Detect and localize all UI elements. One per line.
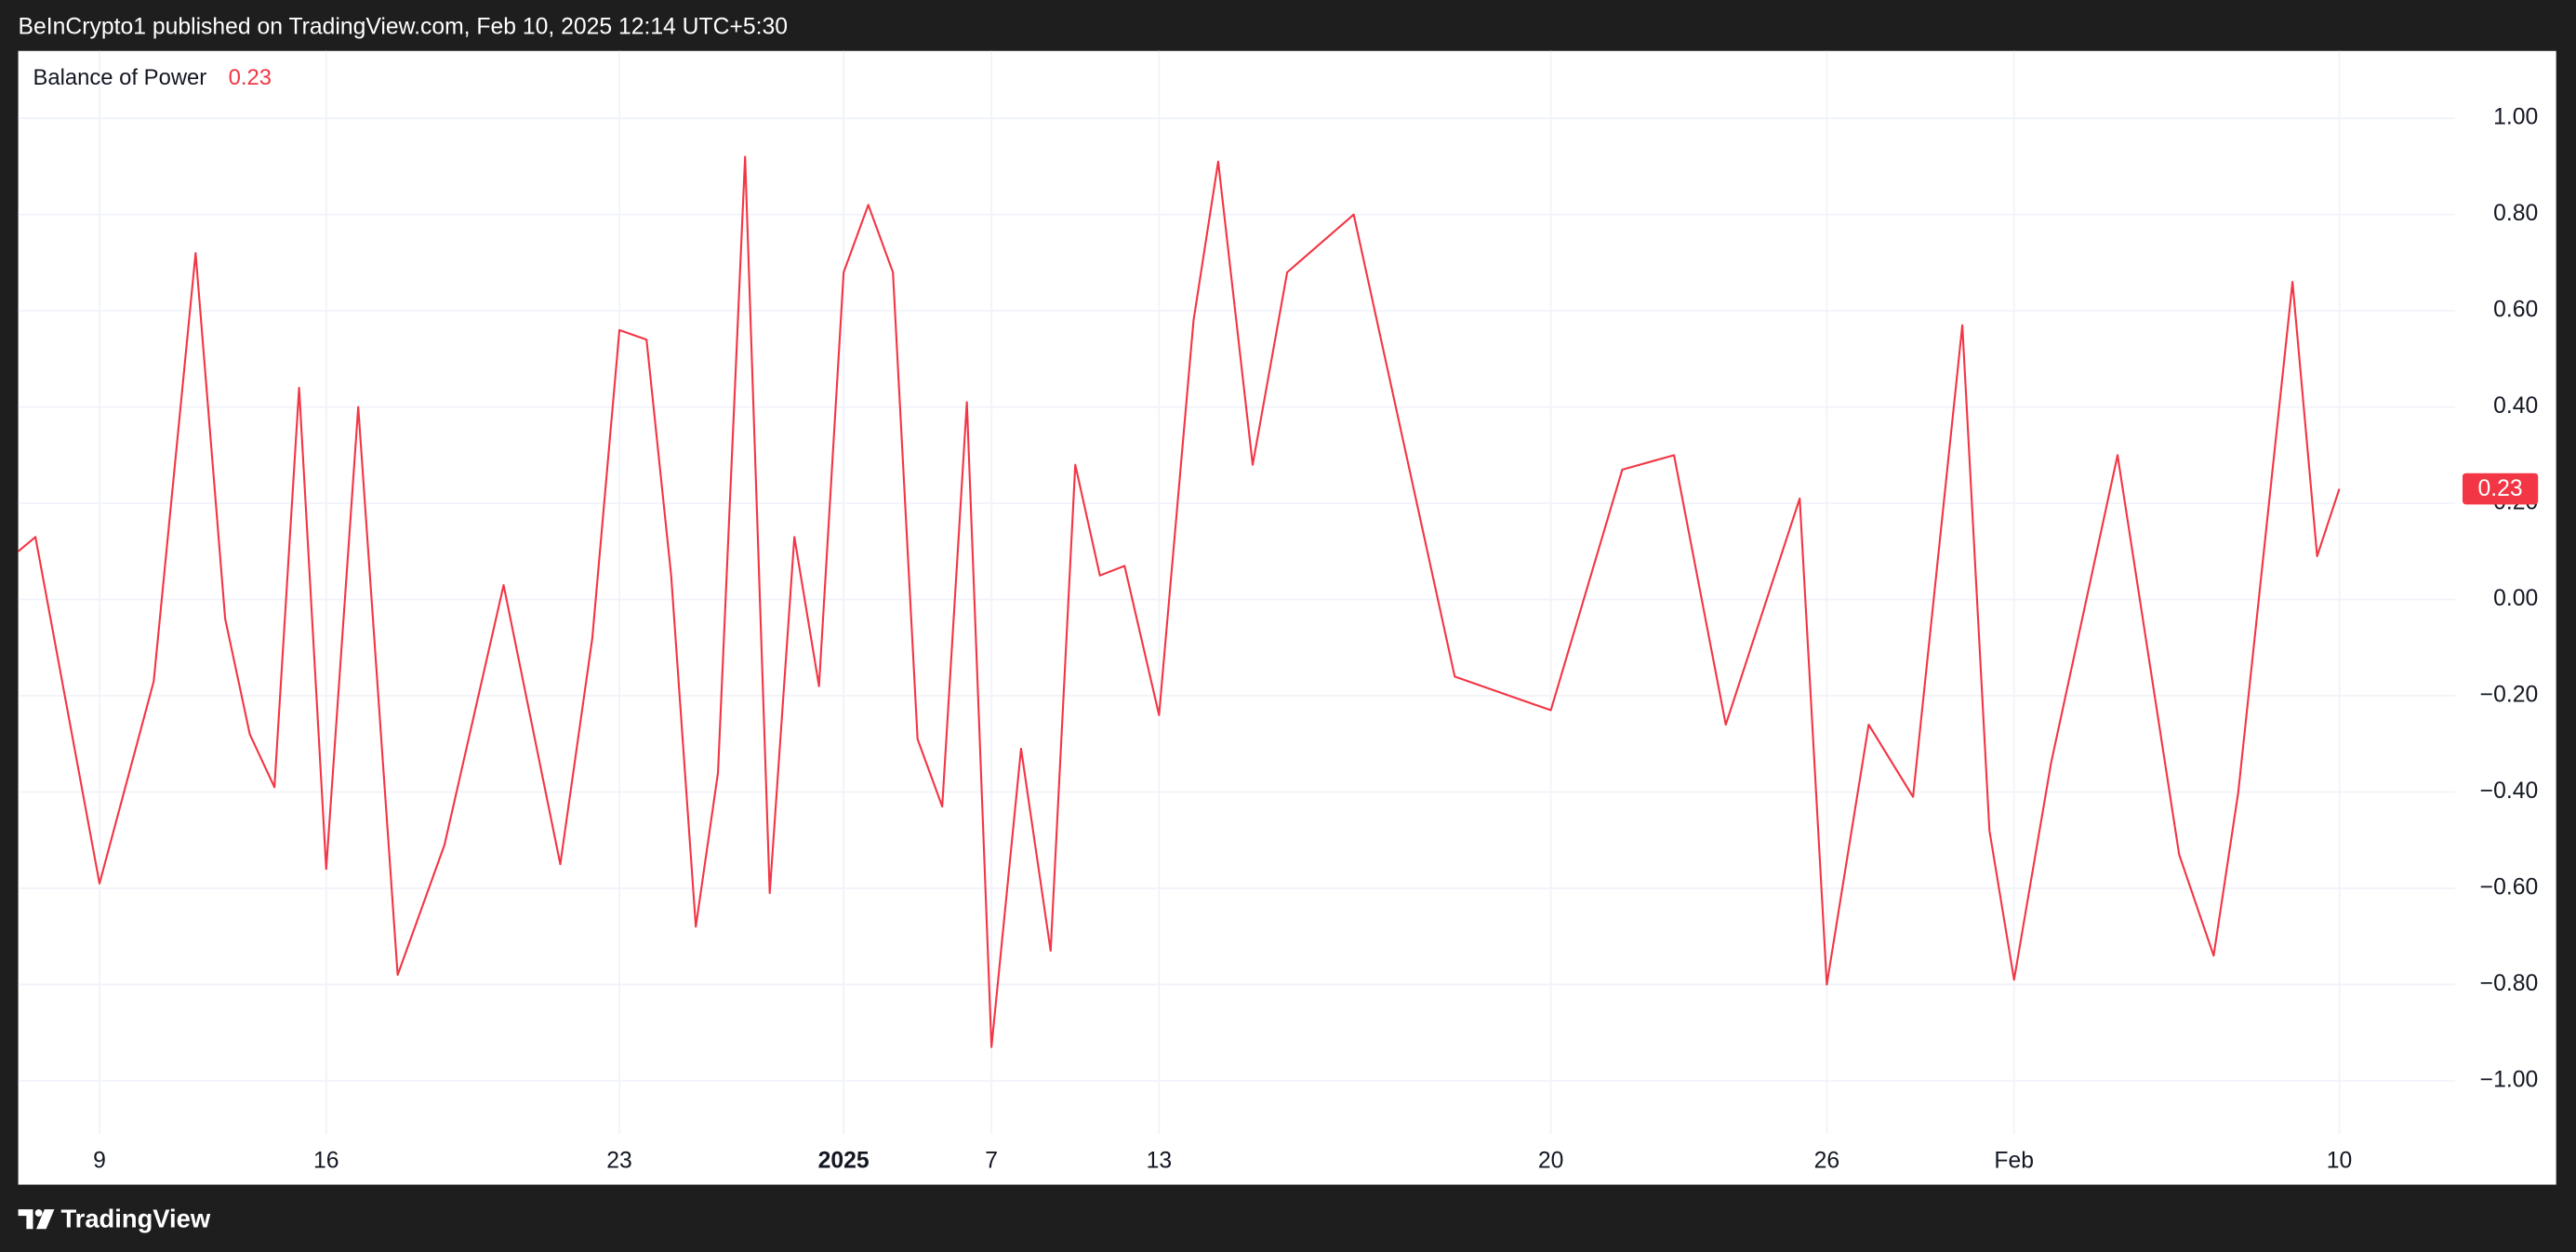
chart-panel xyxy=(18,50,2556,1185)
header-text: BeInCrypto1 published on TradingView.com… xyxy=(19,15,788,40)
y-tick-label: 0.60 xyxy=(2493,298,2538,323)
indicator-value: 0.23 xyxy=(229,65,272,90)
x-tick-label: 20 xyxy=(1538,1148,1564,1173)
logo-dot xyxy=(34,1209,43,1217)
y-tick-label: 0.40 xyxy=(2493,393,2538,419)
logo-slash xyxy=(36,1209,55,1230)
x-tick-label: 2025 xyxy=(818,1148,870,1173)
logo-mark xyxy=(18,1209,33,1230)
x-tick-label: 13 xyxy=(1147,1148,1173,1173)
indicator-title: Balance of Power xyxy=(33,65,206,90)
y-tick-label: −0.40 xyxy=(2480,779,2539,804)
x-tick-label: 7 xyxy=(985,1148,998,1173)
y-tick-label: 0.00 xyxy=(2493,586,2538,611)
x-tick-label: 16 xyxy=(313,1148,339,1173)
x-tick-label: 10 xyxy=(2327,1148,2353,1173)
y-tick-label: −1.00 xyxy=(2480,1067,2539,1092)
y-tick-label: 1.00 xyxy=(2493,105,2538,130)
x-tick-label: 26 xyxy=(1814,1148,1840,1173)
last-value-badge xyxy=(2462,473,2539,505)
series-line xyxy=(17,155,2341,1048)
last-value-label: 0.23 xyxy=(2478,476,2523,501)
y-tick-label: −0.60 xyxy=(2480,874,2539,899)
y-tick-label: −0.20 xyxy=(2480,683,2539,708)
grid xyxy=(18,50,2456,1134)
brand-name: TradingView xyxy=(60,1205,210,1233)
plot xyxy=(17,155,2341,1048)
x-tick-label: 9 xyxy=(93,1148,106,1173)
brand-logo xyxy=(18,1209,55,1230)
y-tick-label: −0.80 xyxy=(2480,971,2539,996)
y-tick-label: 0.80 xyxy=(2493,201,2538,226)
x-tick-label: Feb xyxy=(1994,1148,2034,1173)
x-tick-label: 23 xyxy=(606,1148,632,1173)
